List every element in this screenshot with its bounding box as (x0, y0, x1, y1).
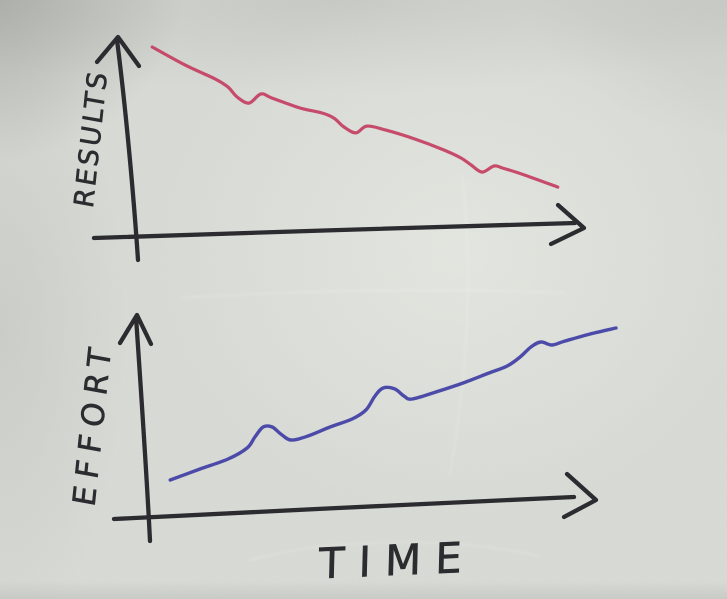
paper-background: RESULTS EFFORT TIME (0, 0, 727, 599)
paper-grain-texture (0, 0, 727, 599)
sketch-canvas: RESULTS EFFORT TIME (0, 0, 727, 599)
